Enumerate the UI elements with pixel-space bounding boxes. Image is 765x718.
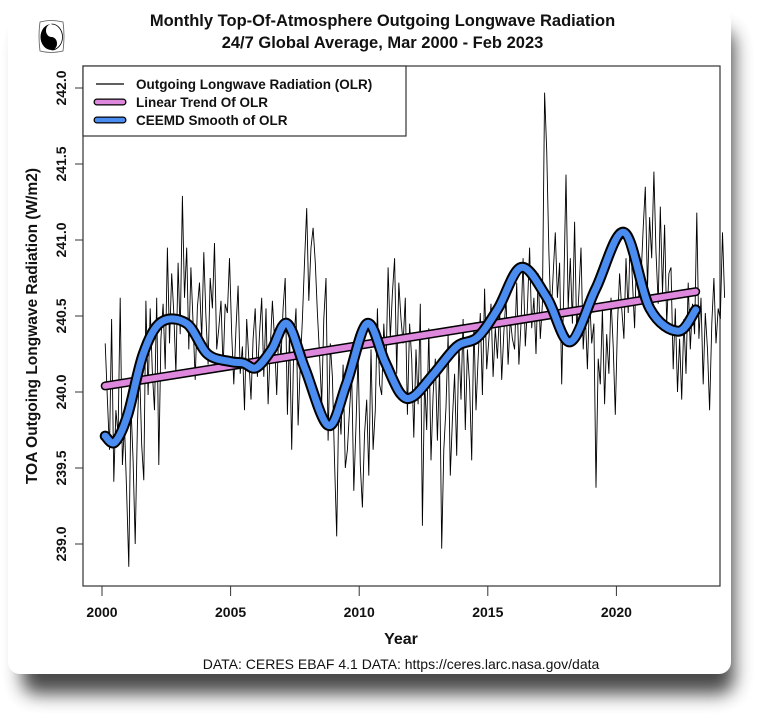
chart-subtitle: 24/7 Global Average, Mar 2000 - Feb 2023 xyxy=(221,34,544,52)
series-trend-line xyxy=(102,288,699,389)
y-axis-label: TOA Outgoing Longwave Radiation (W/m2) xyxy=(24,168,41,484)
x-tick-label: 2015 xyxy=(472,604,503,620)
x-axis: 2000 2005 2010 2015 2020 xyxy=(86,586,632,620)
y-tick-label: 241.0 xyxy=(53,222,69,257)
y-tick-label: 240.5 xyxy=(53,298,69,333)
x-axis-label: Year xyxy=(384,631,418,648)
y-tick-label: 239.5 xyxy=(53,450,69,485)
x-tick-label: 2000 xyxy=(86,604,117,620)
yin-yang-logo-icon xyxy=(38,20,65,53)
y-tick-label: 240.0 xyxy=(53,374,69,409)
y-tick-label: 239.0 xyxy=(53,526,69,561)
y-axis: 239.0 239.5 240.0 240.5 241.0 241.5 242.0 xyxy=(53,70,83,562)
x-tick-label: 2005 xyxy=(215,604,246,620)
y-tick-label: 241.5 xyxy=(53,146,69,181)
y-tick-label: 242.0 xyxy=(53,70,69,105)
series-layer xyxy=(99,92,726,567)
x-tick-label: 2020 xyxy=(601,604,632,620)
legend-label-trend: Linear Trend Of OLR xyxy=(136,95,268,110)
series-smooth-line xyxy=(101,228,700,447)
data-source-caption: DATA: CERES EBAF 4.1 DATA: https://ceres… xyxy=(203,656,600,672)
legend-label-olr: Outgoing Longwave Radiation (OLR) xyxy=(136,77,372,92)
legend: Outgoing Longwave Radiation (OLR) Linear… xyxy=(82,65,407,137)
legend-label-smooth: CEEMD Smooth of OLR xyxy=(136,113,288,128)
chart-title: Monthly Top-Of-Atmosphere Outgoing Longw… xyxy=(149,12,616,30)
legend-box xyxy=(82,65,407,137)
x-tick-label: 2010 xyxy=(344,604,375,620)
